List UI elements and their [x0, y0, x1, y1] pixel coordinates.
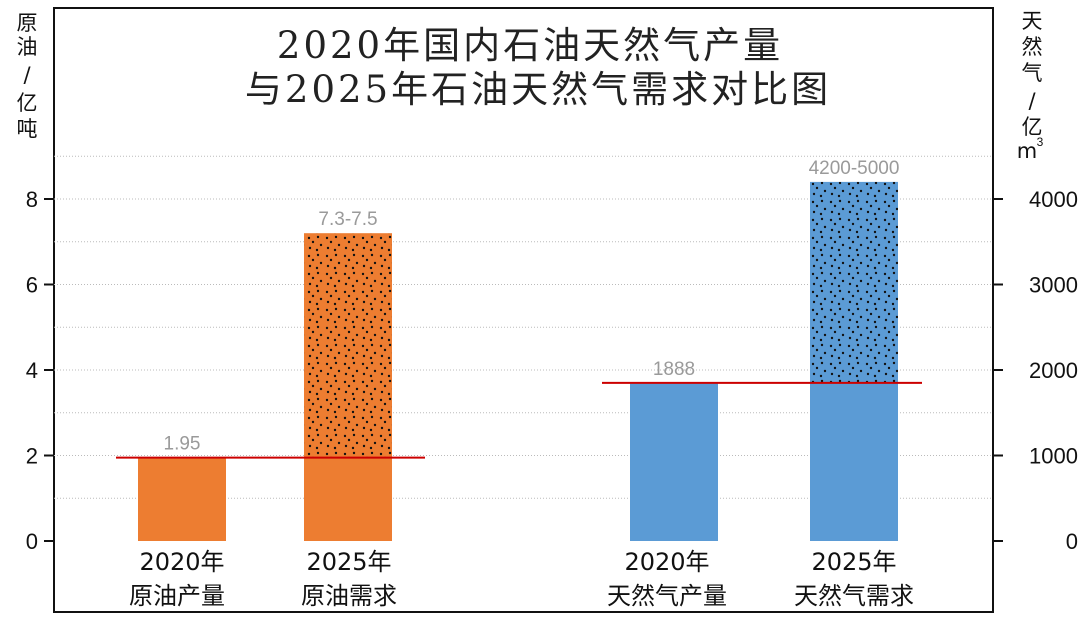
left-tick-label: 6	[26, 273, 38, 298]
left-tick-label: 2	[26, 444, 38, 469]
category-label-line: 原油产量	[129, 582, 225, 610]
right-axis-ticks: 0 1000 2000 3000 4000	[993, 187, 1078, 554]
right-tick-label: 2000	[1029, 358, 1078, 383]
category-label-line: 2020年	[139, 548, 224, 576]
right-axis-unit: m	[1017, 139, 1037, 163]
bars	[138, 181, 898, 541]
data-labels: 1.95 7.3-7.5 1888 4200-5000	[164, 158, 900, 455]
bar	[630, 382, 718, 541]
right-tick-label: 1000	[1029, 444, 1078, 469]
data-label: 1888	[653, 359, 695, 380]
left-axis-label-char: 油	[17, 35, 38, 59]
category-label-line: 2025年	[306, 548, 391, 576]
bar-pattern-overlay	[304, 233, 392, 458]
right-axis-label-char: 气	[1022, 61, 1043, 85]
data-label: 7.3-7.5	[318, 209, 377, 230]
left-tick-label: 4	[26, 358, 38, 383]
right-axis-label-char: /	[1028, 89, 1036, 113]
left-axis-label-char: 吨	[17, 117, 38, 141]
right-tick-label: 0	[1066, 529, 1078, 554]
right-tick-label: 3000	[1029, 273, 1078, 298]
category-label-line: 天然气产量	[607, 582, 727, 610]
reference-lines	[116, 381, 922, 459]
chart-title-line-2: 与2025年石油天然气需求对比图	[245, 68, 831, 111]
left-axis-ticks: 0 2 4 6 8	[26, 187, 54, 554]
right-axis-label-char: 亿	[1022, 115, 1043, 139]
chart-title-line-1: 2020年国内石油天然气产量	[277, 24, 783, 67]
plot-frame	[53, 7, 994, 613]
category-label-line: 2020年	[624, 548, 709, 576]
right-axis-label-char: 然	[1022, 35, 1043, 59]
left-axis-label-char: /	[23, 63, 31, 87]
left-axis-label-char: 亿	[17, 91, 38, 115]
data-label: 1.95	[164, 434, 201, 455]
category-label-line: 原油需求	[301, 582, 397, 610]
data-label: 4200-5000	[809, 158, 900, 179]
right-tick-label: 4000	[1029, 187, 1078, 212]
right-axis-label-char: 天	[1022, 9, 1043, 33]
bar	[138, 457, 226, 541]
category-label-line: 2025年	[811, 548, 896, 576]
left-tick-label: 0	[26, 529, 38, 554]
left-tick-label: 8	[26, 187, 38, 212]
bar-pattern-overlay	[810, 181, 898, 383]
category-label-line: 天然气需求	[794, 582, 914, 610]
left-axis-label-char: 原	[17, 11, 38, 35]
right-axis-unit-superscript: 3	[1037, 135, 1044, 149]
